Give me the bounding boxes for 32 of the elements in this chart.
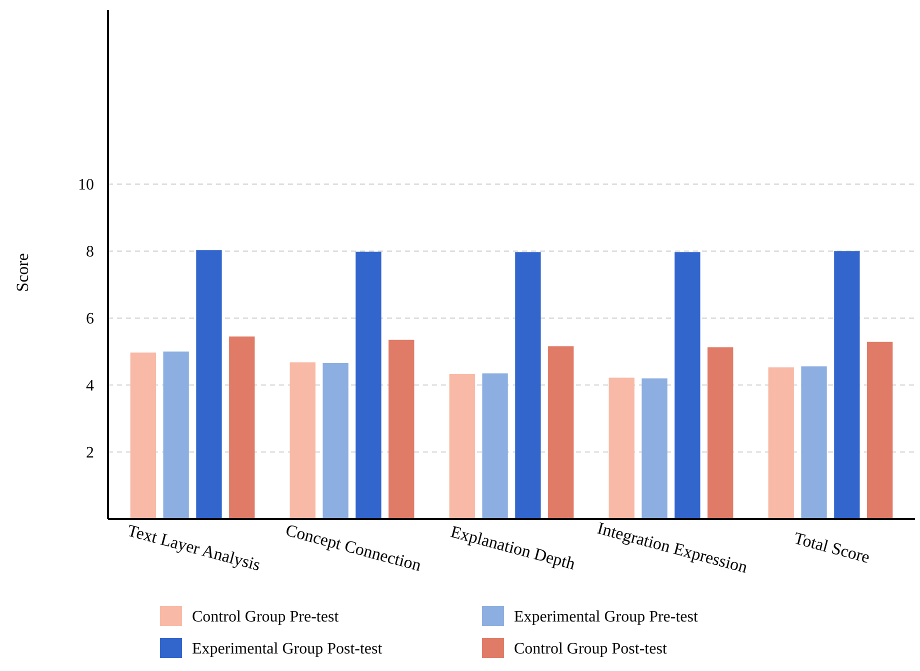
legend-label: Control Group Pre-test [192,608,340,626]
legend-label: Experimental Group Post-test [192,640,383,658]
bar [449,374,475,519]
bar [482,373,508,519]
bar [768,367,794,519]
bar [708,347,734,519]
bar [834,251,860,519]
bar [356,252,382,519]
bar [608,378,634,519]
bar [674,252,700,519]
bar [322,362,348,519]
legend-label: Control Group Post-test [514,640,668,658]
bar [515,252,541,519]
bar [229,336,255,519]
y-axis-title: Score [13,253,32,292]
y-tick-label: 10 [78,176,94,194]
bar [801,366,827,519]
bar [163,352,189,519]
bar [388,340,414,519]
legend-label: Experimental Group Pre-test [514,608,698,626]
y-tick-label: 2 [86,444,94,462]
bar [548,346,574,519]
x-tick-label: Total Score [792,528,872,567]
bar [290,362,316,519]
bar [130,352,156,519]
x-tick-label: Text Layer Analysis [125,520,262,575]
y-tick-label: 4 [86,378,94,395]
bar [867,342,893,519]
y-tick-label: 6 [86,310,94,328]
y-tick-label: 8 [86,244,94,261]
bar [196,250,222,519]
bar [642,378,668,519]
